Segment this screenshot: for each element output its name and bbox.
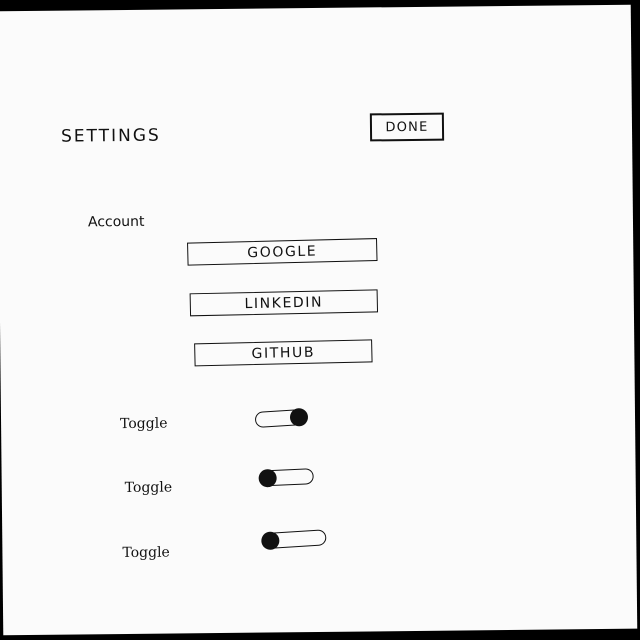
toggle-label-2: Toggle xyxy=(124,479,173,497)
page-title: SETTINGS xyxy=(60,125,161,147)
toggle-knob-3 xyxy=(260,531,280,551)
google-button[interactable]: GOOGLE xyxy=(187,238,378,266)
toggle-switch-1[interactable] xyxy=(254,407,309,428)
linkedin-button[interactable]: LINKEDIN xyxy=(189,289,379,317)
toggle-switch-2[interactable] xyxy=(258,468,314,488)
toggle-knob-1 xyxy=(289,407,309,427)
toggle-label-1: Toggle xyxy=(119,415,168,433)
done-button[interactable]: DONE xyxy=(369,112,445,142)
github-button[interactable]: GITHUB xyxy=(194,339,373,367)
toggle-knob-2 xyxy=(258,468,278,488)
toggle-label-3: Toggle xyxy=(122,544,170,562)
toggle-switch-3[interactable] xyxy=(260,529,327,551)
settings-screen: SETTINGS DONE Account GOOGLE LINKEDIN GI… xyxy=(0,4,638,636)
account-section-label: Account xyxy=(87,213,145,231)
